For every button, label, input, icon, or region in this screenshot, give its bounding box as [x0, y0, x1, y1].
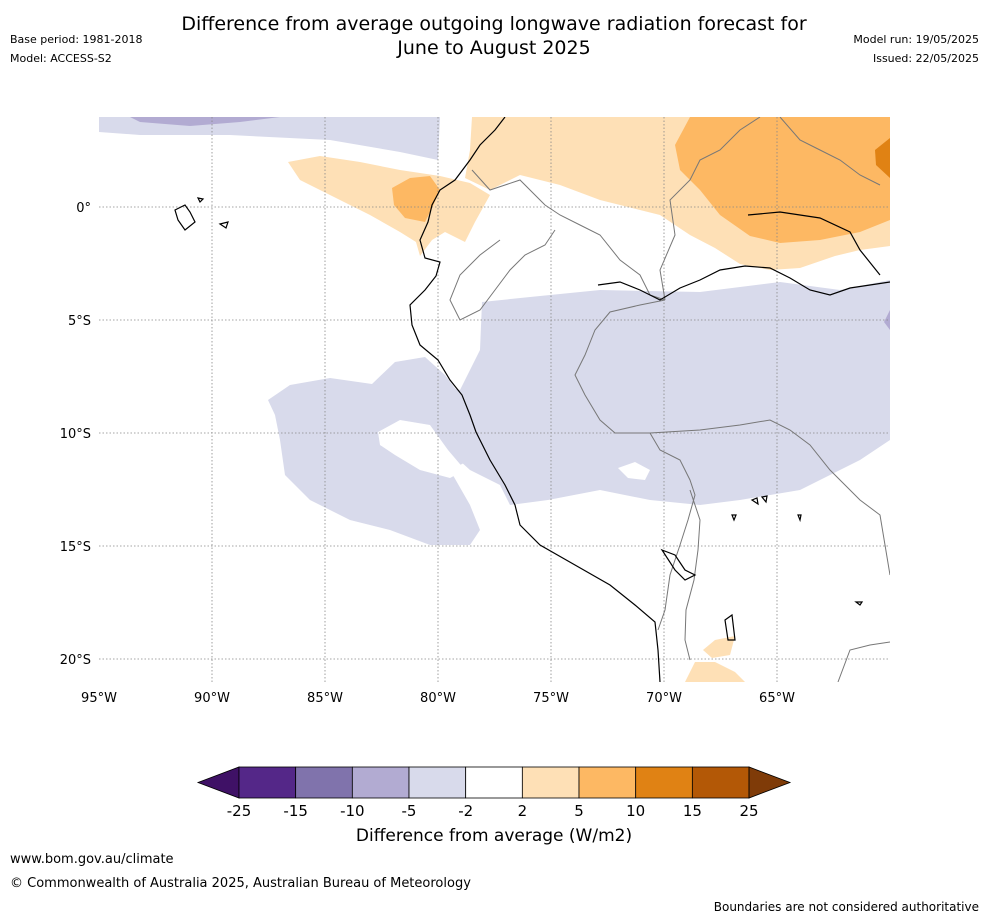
model-name: Model: ACCESS-S2: [10, 52, 112, 65]
coastline: [174, 117, 890, 682]
colorbar-box: [238, 766, 297, 799]
lon-label-75w: 75°W: [533, 691, 569, 706]
colorbar-box: [635, 766, 693, 799]
colorbar-tick-label: 15: [683, 802, 702, 820]
neg-region-north-dark: [130, 117, 280, 126]
footer-url: www.bom.gov.au/climate: [10, 852, 174, 867]
lon-label-70w: 70°W: [646, 691, 682, 706]
issued-date: Issued: 22/05/2025: [872, 52, 979, 65]
colorbar-box: [691, 766, 750, 799]
colorbar-box: [521, 766, 580, 799]
footer-copyright: © Commonwealth of Australia 2025, Austra…: [10, 876, 471, 891]
lon-label-65w: 65°W: [759, 691, 795, 706]
lon-label-80w: 80°W: [420, 691, 456, 706]
colorbar-extend-low: [196, 766, 240, 799]
colorbar-extend-high: [748, 766, 792, 799]
pos-region-mid-a: [392, 176, 440, 222]
lon-label-85w: 85°W: [307, 691, 343, 706]
lat-label-10s: 10°S: [60, 427, 91, 442]
country-borders: [449, 117, 890, 682]
map-title: Difference from average outgoing longwav…: [0, 12, 988, 60]
colorbar-box: [465, 766, 523, 799]
colorbar-label: Difference from average (W/m2): [355, 826, 633, 846]
forecast-map: 0° 5°S 10°S 15°S 20°S 95°W 90°W 85°W 80°…: [60, 117, 890, 706]
latitude-labels: 0° 5°S 10°S 15°S 20°S: [60, 201, 91, 668]
pos-region-south: [703, 636, 735, 658]
colorbar-tick-label: 25: [739, 802, 758, 820]
pos-region-high: [875, 138, 890, 178]
colorbar-tick-label: 10: [626, 802, 645, 820]
lat-label-5s: 5°S: [68, 314, 91, 329]
longitude-labels: 95°W 90°W 85°W 80°W 75°W 70°W 65°W: [81, 691, 795, 706]
neg-region-north: [99, 117, 440, 160]
neg-region-hole: [378, 420, 465, 478]
model-run-date: Model run: 19/05/2025: [853, 33, 979, 46]
lat-label-0: 0°: [76, 201, 91, 216]
pos-region-pacific: [288, 156, 490, 256]
colorbar-tick-label: 2: [518, 802, 528, 820]
pos-region-mid-b: [675, 117, 890, 243]
map-field: [99, 117, 890, 682]
title-line-1: Difference from average outgoing longwav…: [181, 13, 807, 35]
colorbar-box: [408, 766, 467, 799]
colorbar-tick-label: -25: [227, 802, 252, 820]
colorbar-box: [295, 766, 353, 799]
pos-region-south-2: [685, 662, 745, 682]
colorbar-tick-label: -2: [458, 802, 473, 820]
neg-region-central: [400, 280, 890, 505]
lat-label-20s: 20°S: [60, 653, 91, 668]
colorbar-box: [351, 766, 410, 799]
neg-region-offshore: [268, 357, 480, 545]
base-period: Base period: 1981-2018: [10, 33, 143, 46]
colorbar-tick-label: 5: [574, 802, 584, 820]
colorbar-box: [578, 766, 637, 799]
neg-region-hole-2: [618, 462, 650, 480]
lat-label-15s: 15°S: [60, 540, 91, 555]
title-line-2: June to August 2025: [397, 37, 591, 59]
colorbar-tick-labels: -25 -15 -10 -5 -2 2 5 10 15 25: [227, 802, 759, 820]
colorbar-tick-label: -5: [402, 802, 417, 820]
footer-disclaimer: Boundaries are not considered authoritat…: [713, 900, 979, 914]
lon-label-95w: 95°W: [81, 691, 117, 706]
lon-label-90w: 90°W: [194, 691, 230, 706]
colorbar-boxes: [196, 766, 792, 799]
graticule: [99, 117, 890, 682]
colorbar-tick-label: -10: [340, 802, 365, 820]
colorbar-tick-label: -15: [283, 802, 308, 820]
colorbar: -25 -15 -10 -5 -2 2 5 10 15 25: [196, 766, 792, 820]
